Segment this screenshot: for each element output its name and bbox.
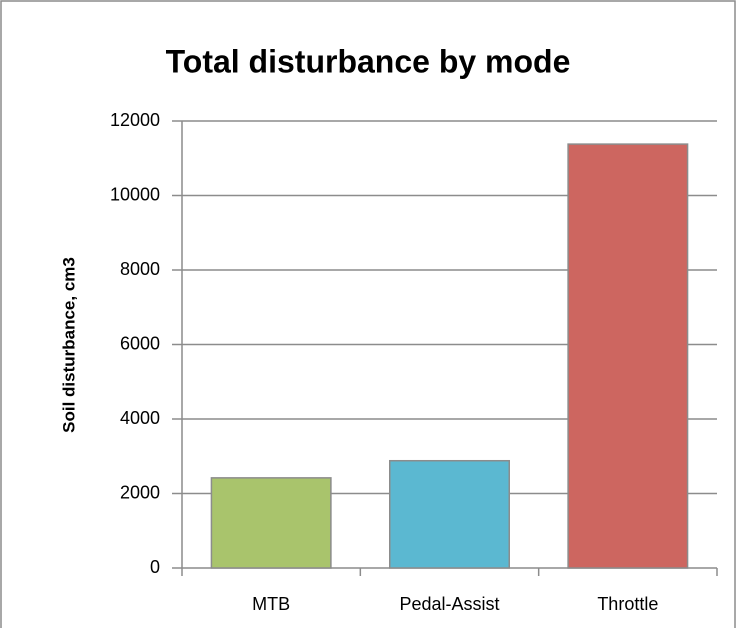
y-tick-label: 8000 — [120, 259, 160, 279]
y-tick-label: 10000 — [110, 184, 160, 204]
chart-title: Total disturbance by mode — [166, 43, 571, 79]
y-tick-label: 2000 — [120, 482, 160, 502]
x-tick-label: MTB — [252, 594, 290, 614]
y-tick-label: 6000 — [120, 333, 160, 353]
y-axis-label: Soil disturbance, cm3 — [59, 257, 78, 433]
y-tick-label: 0 — [150, 557, 160, 577]
y-tick-label: 12000 — [110, 110, 160, 130]
bar — [210, 477, 332, 569]
bar — [389, 459, 510, 569]
x-tick-label: Throttle — [597, 594, 658, 614]
y-tick-label: 4000 — [120, 408, 160, 428]
bar — [567, 143, 689, 569]
x-tick-label: Pedal-Assist — [399, 594, 499, 614]
